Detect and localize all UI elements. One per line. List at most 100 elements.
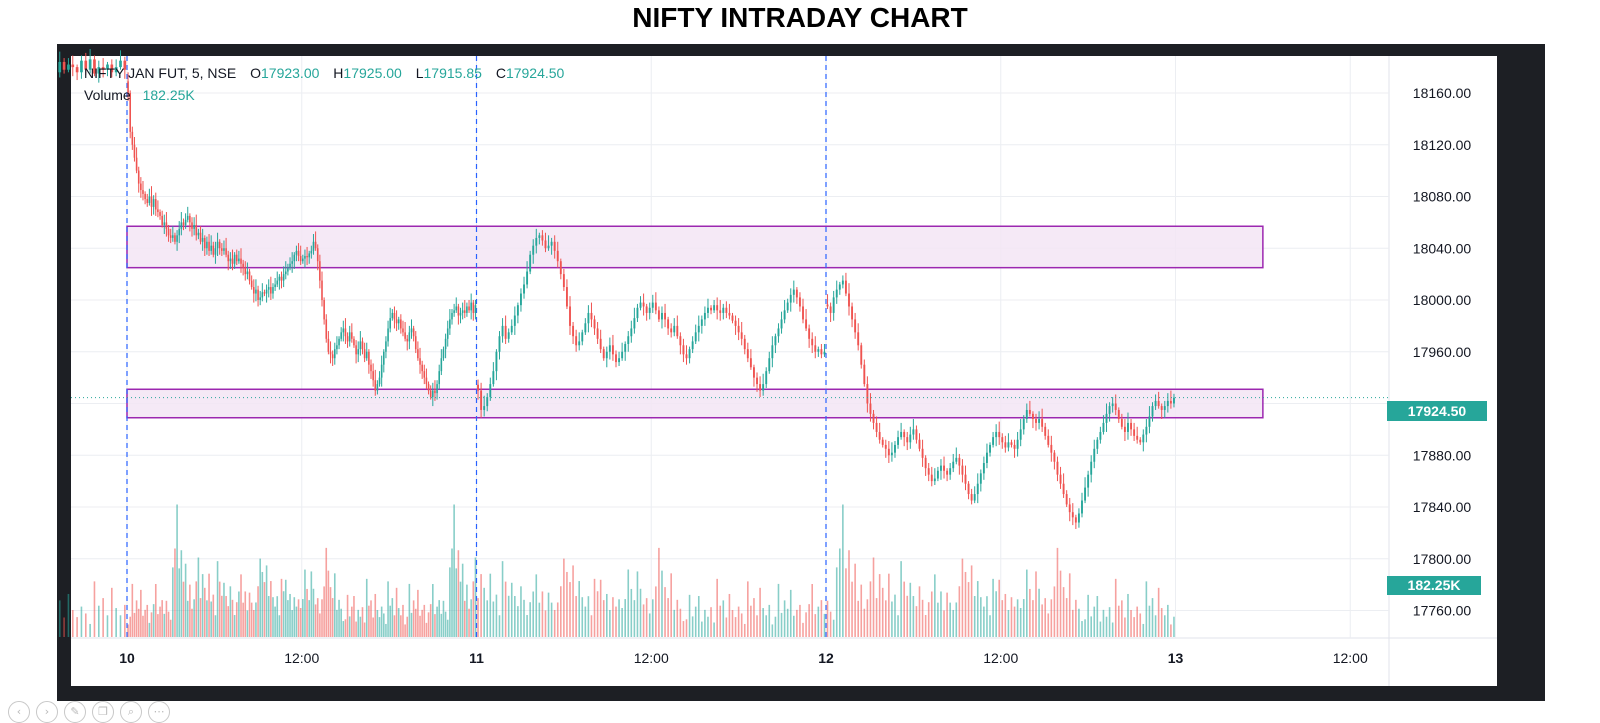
candle-body [1071, 512, 1074, 518]
candle-body [119, 60, 122, 68]
candle-body [544, 240, 547, 249]
candle-body [1010, 442, 1013, 445]
candle-body [58, 61, 62, 73]
candle-body [707, 307, 709, 313]
candle-body [811, 338, 814, 346]
candle-body [513, 315, 516, 326]
candle-body [193, 224, 195, 229]
candle-body [71, 64, 75, 68]
candle-body [940, 465, 942, 471]
candle-body [820, 349, 823, 355]
candle-body [308, 253, 311, 258]
candle-body [167, 228, 170, 236]
forward-icon[interactable]: › [36, 701, 58, 723]
candle-body [395, 319, 398, 324]
y-tick-label: 17760.00 [1413, 603, 1472, 619]
candle-body [378, 377, 381, 385]
copy-icon[interactable]: ❐ [92, 701, 114, 723]
pen-icon[interactable]: ✎ [64, 701, 86, 723]
candle-body [312, 241, 315, 251]
candle-body [144, 193, 146, 200]
candle-body [627, 336, 630, 344]
candle-body [1090, 461, 1093, 475]
candle-body [863, 364, 866, 385]
candle-body [572, 325, 575, 337]
candle-body [648, 307, 651, 313]
last-price-badge: 17924.50 [1408, 403, 1467, 419]
x-tick-label: 12 [818, 650, 834, 666]
candle-body [425, 377, 428, 385]
candle-body [278, 276, 281, 281]
candle-body [351, 332, 353, 339]
candle-body [238, 258, 240, 262]
candle-body [943, 465, 945, 471]
candle-body [1056, 461, 1059, 475]
candle-body [1028, 409, 1031, 414]
candle-body [477, 384, 479, 391]
candle-body [419, 358, 421, 365]
back-icon[interactable]: ‹ [8, 701, 30, 723]
price-axis[interactable]: 18160.00 18120.00 18080.00 18040.00 18000.00… [1413, 85, 1472, 619]
candle-body [559, 261, 562, 275]
candle-body [114, 67, 118, 73]
legend-low-label: L [416, 65, 424, 81]
candle-body [163, 222, 166, 225]
candle-body [327, 338, 330, 352]
candle-body [387, 328, 389, 342]
candle-body [759, 384, 762, 391]
candle-body [753, 367, 755, 378]
candle-body [786, 302, 789, 311]
candle-body [636, 307, 639, 319]
candle-body [127, 81, 129, 93]
candle-body [780, 319, 783, 329]
chart-legend: NIFTY JAN FUT, 5, NSE O17923.00 H17925.0… [84, 65, 565, 103]
candle-body [346, 336, 349, 342]
candle-body [875, 422, 878, 432]
more-icon[interactable]: ⋯ [148, 701, 170, 723]
zoom-icon[interactable]: ⌕ [120, 701, 142, 723]
candle-body [854, 319, 857, 333]
y-tick-label: 18000.00 [1413, 292, 1472, 308]
candle-body [1031, 413, 1034, 420]
candle-body [1022, 419, 1025, 430]
candle-body [989, 444, 991, 453]
candle-body [1084, 487, 1087, 501]
candle-body [894, 444, 896, 453]
candle-body [798, 297, 801, 307]
candle-body [270, 287, 272, 294]
candle-body [1142, 434, 1145, 443]
candle-body [135, 157, 138, 171]
candle-body [651, 302, 654, 308]
candle-body [154, 199, 157, 210]
candle-body [964, 474, 967, 484]
candle-body [492, 371, 495, 385]
time-axis[interactable]: 10 12:00 11 12:00 12 12:00 13 12:00 [119, 650, 1368, 666]
candle-body [131, 131, 134, 145]
candle-body [466, 306, 468, 313]
candle-body [336, 345, 338, 350]
candle-body [412, 328, 415, 337]
legend-low-value: 17915.85 [424, 65, 483, 81]
candle-body [602, 349, 605, 359]
candle-body [314, 241, 317, 249]
candle-body [743, 338, 746, 350]
candle-body [973, 494, 976, 501]
candle-body [897, 437, 899, 445]
candle-body [451, 312, 453, 320]
candle-body [255, 289, 257, 294]
candle-body [165, 222, 168, 229]
candle-body [906, 437, 909, 443]
x-tick-label: 13 [1168, 650, 1184, 666]
chart-canvas[interactable]: 18160.00 18120.00 18080.00 18040.00 18000.00… [57, 44, 1545, 701]
candle-body [1173, 397, 1175, 404]
candle-body [195, 224, 198, 236]
zone-box [126, 225, 1264, 269]
y-tick-label: 17960.00 [1413, 344, 1472, 360]
candle-body [774, 336, 777, 346]
candle-body [1065, 494, 1068, 505]
candle-body [316, 248, 319, 262]
candle-body [673, 325, 676, 333]
candle-body [878, 431, 881, 440]
candle-body [936, 470, 939, 479]
candle-body [587, 312, 590, 324]
